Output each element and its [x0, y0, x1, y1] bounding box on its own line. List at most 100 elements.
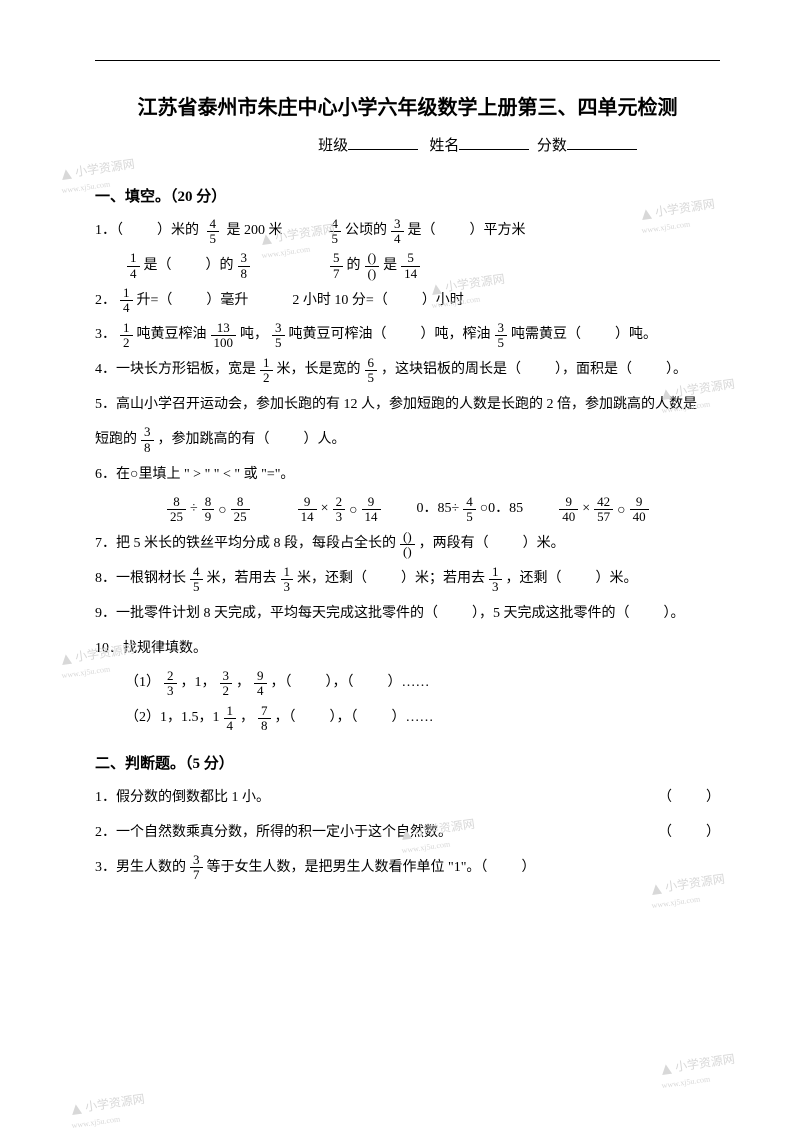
q10-r1c: ，	[236, 668, 250, 699]
q3-e: 吨需黄豆（	[511, 320, 581, 351]
q3-a: 吨黄豆榨油	[137, 320, 207, 351]
name-blank[interactable]	[459, 135, 529, 150]
q2-a: 升=（	[137, 286, 173, 317]
q10-r2a: （2）1，1.5，1	[125, 703, 220, 734]
frac-1-3: 13	[281, 565, 294, 595]
q7: 7．把 5 米长的铁丝平均分成 8 段，每段占全长的 ()() ，两段有（ ）米…	[95, 529, 720, 560]
q9: 9．一批零件计划 8 天完成，平均每天完成这批零件的（ ），5 天完成这批零件的…	[95, 599, 720, 630]
class-blank[interactable]	[348, 135, 418, 150]
q5-num: 5．高山小学召开运动会，参加长跑的有 12 人，参加短跑的人数是长跑的 2 倍，…	[95, 390, 697, 421]
score-label: 分数	[537, 138, 567, 154]
frac-1-4b: 14	[120, 286, 133, 316]
q7-b: ）米。	[523, 529, 565, 560]
meta-line: 班级 姓名 分数	[95, 134, 720, 155]
s2-q1: 1．假分数的倒数都比 1 小。 （ ）	[95, 783, 720, 814]
q8-c: ）米；若用去	[401, 564, 485, 595]
frac-2-3: 23	[164, 669, 177, 699]
q10-r1a: （1）	[125, 668, 160, 699]
frac-3-4: 34	[391, 217, 404, 247]
frac-13-100: 13100	[211, 321, 237, 351]
s2-q3-b: 等于女生人数，是把男生人数看作单位 "1"。（	[207, 853, 488, 884]
q1-l2a: 是（	[144, 251, 172, 282]
q2-d: ）小时	[422, 286, 464, 317]
q1-b: 是 200 米	[223, 216, 283, 247]
frac-blank: ()()	[365, 251, 380, 281]
q10-r1b: ，1，	[181, 668, 216, 699]
q6-e2-f1: 914	[298, 495, 317, 525]
q3-c: 吨黄豆可榨油（	[289, 320, 387, 351]
q9-a: ），5 天完成这批零件的（	[472, 599, 630, 630]
q6-num: 6．在○里填上 " > " " < " 或 "="。	[95, 460, 294, 491]
q4-d: ）。	[666, 355, 687, 386]
q6-e4-f2: 4257	[594, 495, 613, 525]
q5-line1: 5．高山小学召开运动会，参加长跑的有 12 人，参加短跑的人数是长跑的 2 倍，…	[95, 390, 720, 421]
frac-1-2b: 12	[260, 356, 273, 386]
top-rule	[95, 60, 720, 61]
q6-e2-f2: 23	[333, 495, 346, 525]
q6-e4-f3: 940	[630, 495, 649, 525]
s2-q2-text: 2．一个自然数乘真分数，所得的积一定小于这个自然数。	[95, 818, 452, 849]
q5-line2: 短跑的 38 ，参加跳高的有（ ）人。	[95, 425, 720, 456]
q2-b: ）毫升	[206, 286, 248, 317]
circle3: ○	[617, 494, 625, 525]
q6-e3: 0．85÷	[417, 494, 460, 525]
frac-3-5: 35	[272, 321, 285, 351]
q1-l2b: ）的	[206, 251, 234, 282]
score-blank[interactable]	[567, 135, 637, 150]
frac-3-5b: 35	[495, 321, 508, 351]
circle2: ○	[349, 494, 357, 525]
q3-num: 3．	[95, 320, 116, 351]
q8-a: 米，若用去	[207, 564, 277, 595]
q10-r2: （2）1，1.5，1 14 ， 78 ，（ ），（ ）……	[95, 703, 720, 734]
mul2: ×	[582, 494, 590, 525]
q3-b: 吨，	[240, 320, 268, 351]
watermark: 小学资源网www.xj5u.com	[658, 1050, 738, 1093]
q6-e3-f1: 45	[463, 495, 476, 525]
q1-e: ）平方米	[470, 216, 526, 247]
q7-num: 7．把 5 米长的铁丝平均分成 8 段，每段占全长的	[95, 529, 396, 560]
q4: 4．一块长方形铝板，宽是 12 米，长是宽的 65 ，这块铝板的周长是（ ），面…	[95, 355, 720, 386]
frac-3-8b: 38	[141, 425, 154, 455]
q10-head: 10．找规律填数。	[95, 634, 720, 665]
q4-a: 米，长是宽的	[277, 355, 361, 386]
frac-9-4: 94	[254, 669, 267, 699]
q10-num: 10．找规律填数。	[95, 634, 207, 665]
q1-line1: 1．（ ）米的 45 是 200 米 45 公顷的 34 是（ ）平方米	[95, 216, 720, 247]
frac-7-8: 78	[258, 704, 271, 734]
q6-line2: 825 ÷ 89 ○ 825 914 × 23 ○ 914 0．85÷ 45 ○…	[95, 494, 720, 525]
q8-e: ）米。	[596, 564, 638, 595]
frac-1-4: 14	[127, 251, 140, 281]
frac-4-5c: 45	[190, 565, 203, 595]
q10-r1: （1） 23 ，1， 32 ， 94 ，（ ），（ ）……	[95, 668, 720, 699]
frac-4-5b: 45	[329, 217, 342, 247]
q10-r2c: ，（	[275, 703, 296, 734]
q5-a: 短跑的	[95, 425, 137, 456]
q5-c: ）人。	[304, 425, 346, 456]
frac-4-5: 45	[207, 217, 220, 247]
q10-r1d: ，（	[271, 668, 292, 699]
q1-c: 公顷的	[345, 216, 387, 247]
q7-a: ，两段有（	[419, 529, 489, 560]
s2-q3: 3．男生人数的 37 等于女生人数，是把男生人数看作单位 "1"。（ ）	[95, 853, 720, 884]
frac-6-5: 65	[365, 356, 378, 386]
q6-e1-f1: 825	[167, 495, 186, 525]
div1: ÷	[190, 494, 198, 525]
frac-1-3b: 13	[489, 565, 502, 595]
q3-f: ）吨。	[615, 320, 657, 351]
frac-blank2: ()()	[400, 530, 415, 560]
q4-b: ，这块铝板的周长是（	[381, 355, 521, 386]
s2-q2-p1: （	[658, 818, 672, 849]
q1-l2d: 是	[383, 251, 397, 282]
frac-3-8: 38	[238, 251, 251, 281]
q1-num: 1．（	[95, 216, 123, 247]
q1-line2: 14 是（ ）的 38 57 的 ()() 是 514	[95, 251, 720, 282]
q10-r1e: ），（	[326, 668, 354, 699]
q1-l2c: 的	[347, 251, 361, 282]
watermark: 小学资源网www.xj5u.com	[68, 1090, 148, 1132]
document-title: 江苏省泰州市朱庄中心小学六年级数学上册第三、四单元检测	[95, 91, 720, 120]
q4-c: ），面积是（	[555, 355, 632, 386]
q2: 2． 14 升=（ ）毫升 2 小时 10 分=（ ）小时	[95, 286, 720, 317]
q10-r2d: ），（	[330, 703, 358, 734]
q9-num: 9．一批零件计划 8 天完成，平均每天完成这批零件的（	[95, 599, 438, 630]
q6-e1-f3: 825	[231, 495, 250, 525]
